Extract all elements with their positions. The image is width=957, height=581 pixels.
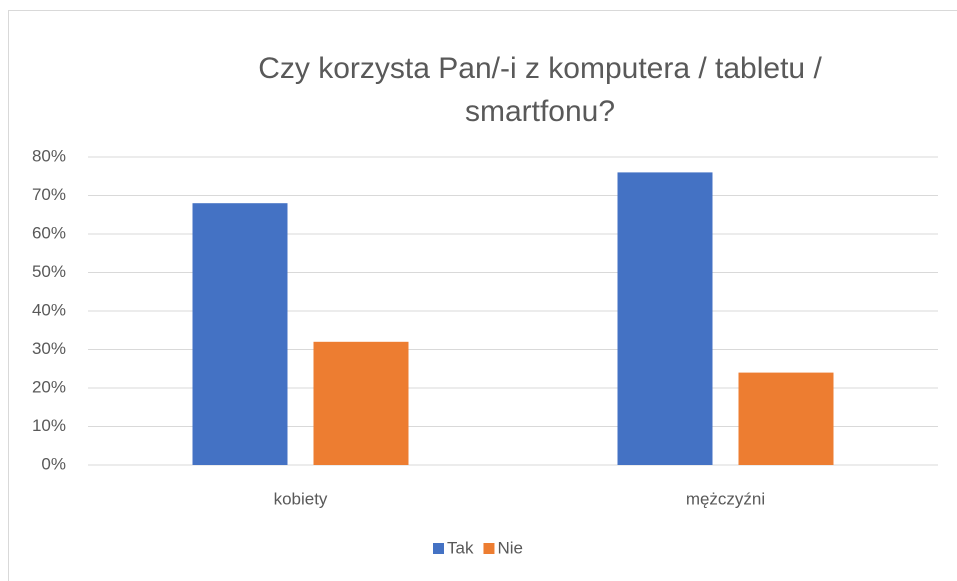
y-tick-label: 70% [32,185,66,204]
bar [313,341,409,465]
bar [192,203,288,465]
legend-label: Tak [447,538,474,557]
y-tick-label: 10% [32,416,66,435]
x-tick-label: kobiety [274,489,328,508]
chart-border [8,10,957,581]
legend-label: Nie [497,538,523,557]
legend-swatch [483,543,495,554]
y-tick-label: 50% [32,262,66,281]
y-tick-label: 30% [32,339,66,358]
x-tick-label: mężczyźni [686,489,765,508]
y-tick-label: 60% [32,223,66,242]
chart-title: Czy korzysta Pan/-i z komputera / tablet… [258,52,822,128]
bar [617,172,713,465]
y-tick-label: 20% [32,377,66,396]
y-tick-label: 0% [41,454,66,473]
y-tick-label: 40% [32,300,66,319]
y-tick-label: 80% [32,146,66,165]
bar [738,372,834,465]
legend-swatch [433,543,444,554]
